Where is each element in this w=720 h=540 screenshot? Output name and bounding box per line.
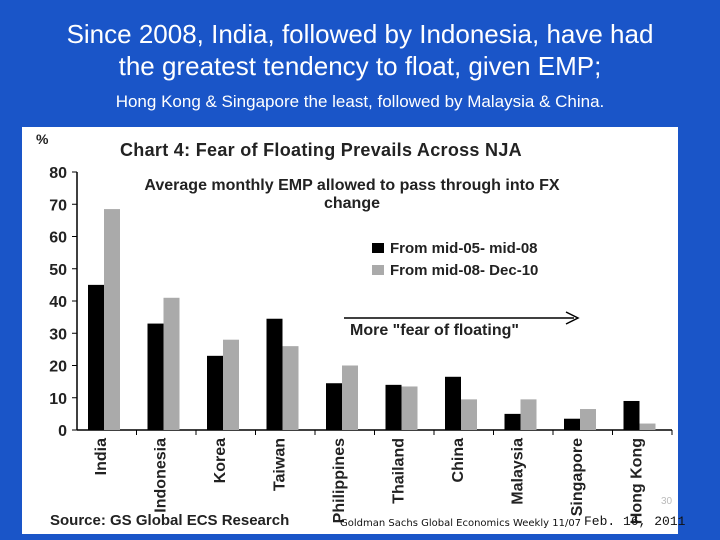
legend-swatch-series1 (372, 243, 384, 253)
bar-1-indonesia (147, 323, 164, 430)
slide-subtitle: Hong Kong & Singapore the least, followe… (115, 92, 605, 111)
y-tick-label: 40 (49, 294, 67, 311)
bar-1-thailand (385, 384, 402, 430)
y-tick-label: 80 (49, 165, 67, 182)
bar-2-india (104, 209, 120, 430)
y-tick-label: 50 (49, 262, 67, 279)
footer-date: Feb. 16, 2011 (584, 514, 686, 529)
x-tick-label: Singapore (569, 438, 586, 516)
chart-subtitle: Average monthly EMP allowed to pass thro… (144, 177, 560, 212)
slide-title-line1: Since 2008, India, followed by Indonesia… (66, 19, 654, 49)
x-tick-label: Korea (212, 438, 229, 483)
bar-2-korea (223, 339, 239, 430)
x-tick-label: Thailand (391, 438, 408, 504)
legend-label-series2: From mid-08- Dec-10 (390, 261, 539, 279)
x-tick-label: Indonesia (153, 438, 170, 513)
y-tick-label: 70 (49, 197, 67, 214)
y-tick-label: 20 (49, 359, 67, 376)
y-tick-label: 0 (58, 423, 67, 440)
legend-item-series2: From mid-08- Dec-10 (372, 259, 538, 281)
fear-annotation: More "fear of floating" (350, 322, 519, 339)
chart-legend: From mid-05- mid-08 From mid-08- Dec-10 (372, 237, 538, 281)
bar-1-india (88, 284, 104, 430)
footer-citation: Goldman Sachs Global Economics Weekly 11… (340, 518, 582, 529)
bar-2-thailand (401, 386, 418, 430)
bar-2-philippines (342, 365, 358, 430)
x-tick-label: China (450, 438, 467, 483)
legend-item-series1: From mid-05- mid-08 (372, 237, 538, 259)
bar-1-taiwan (266, 318, 283, 430)
x-tick-label: Hong Kong (629, 438, 646, 524)
y-tick-label: 10 (49, 391, 67, 408)
chart-panel: 0 10 20 30 40 50 60 70 80 India Indonesia Korea Taiw… (22, 127, 678, 534)
chart-title: Chart 4: Fear of Floating Prevails Acros… (120, 140, 522, 160)
chart-source: Source: GS Global ECS Research (50, 512, 290, 529)
y-axis-unit: % (36, 131, 49, 147)
bar-1-philippines (326, 383, 342, 430)
x-tick-label: Taiwan (272, 438, 289, 491)
fear-arrow-head (565, 311, 580, 325)
bar-2-taiwan (282, 346, 299, 430)
bar-2-china (461, 399, 477, 430)
bar-2-malaysia (520, 399, 537, 430)
legend-swatch-series2 (372, 265, 384, 275)
x-tick-label: India (93, 438, 110, 475)
y-tick-label: 30 (49, 326, 67, 343)
bar-2-indonesia (163, 297, 180, 430)
legend-label-series1: From mid-05- mid-08 (390, 239, 538, 257)
bar-1-malaysia (504, 413, 521, 430)
slide-title-line2: the greatest tendency to float, given EM… (118, 51, 602, 81)
bar-chart: 0 10 20 30 40 50 60 70 80 India Indonesia Korea Taiw… (49, 165, 673, 524)
slide-title: Since 2008, India, followed by Indonesia… (0, 18, 720, 82)
x-tick-label: Philippines (331, 438, 348, 523)
page-number: 30 (661, 496, 673, 507)
bar-2-singapore (580, 409, 596, 430)
bar-1-korea (207, 355, 223, 430)
bar-1-china (445, 376, 461, 430)
y-tick-label: 60 (49, 230, 67, 247)
bar-1-singapore (564, 418, 580, 430)
x-tick-label: Malaysia (510, 438, 527, 505)
bar-1-hong-kong (623, 400, 640, 430)
bar-2-hong-kong (639, 423, 656, 430)
